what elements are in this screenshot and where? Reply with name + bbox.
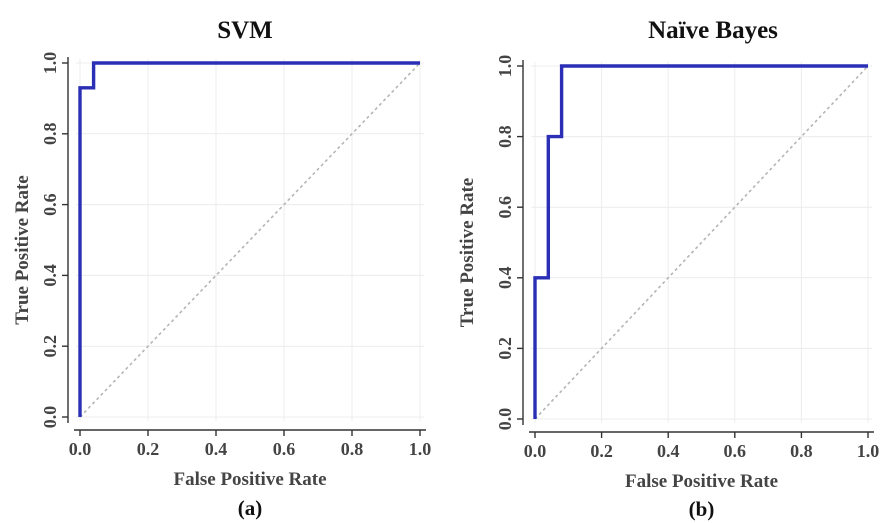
x-tick-label: 0.8: [790, 441, 813, 461]
roc-panel-b: 0.0 0.2 0.4 0.6 0.8 1.0 0.0 0.2 0.4 0.6 0.8 1.0 Naïv…: [457, 17, 879, 521]
x-tick-label: 0.4: [657, 441, 680, 461]
x-tick-label: 0.6: [724, 441, 747, 461]
chart-title: SVM: [217, 17, 273, 44]
x-axis-label: False Positive Rate: [173, 469, 326, 490]
roc-curve-line: [78, 61, 420, 417]
x-axis-label: False Positive Rate: [625, 471, 778, 492]
panel-caption: (a): [238, 496, 263, 520]
x-tick-label: 0.2: [137, 439, 160, 459]
y-axis-label: True Positive Rate: [457, 178, 478, 328]
x-tick-label: 0.4: [205, 439, 228, 459]
x-tick-label: 1.0: [857, 441, 880, 461]
y-tick-label: 0.0: [40, 406, 60, 429]
y-tick-label: 0.4: [495, 267, 515, 290]
x-tick-label: 1.0: [409, 439, 432, 459]
x-tick-label: 0.0: [524, 441, 547, 461]
panel-caption: (b): [689, 497, 715, 521]
y-tick-label: 0.2: [495, 337, 515, 360]
chart-title: Naïve Bayes: [648, 17, 778, 44]
roc-panel-a: 0.0 0.2 0.4 0.6 0.8 1.0 0.0 0.2 0.4 0.6 0.8 1.0 SVM F…: [12, 17, 431, 520]
y-tick-label: 0.8: [40, 123, 60, 146]
y-tick-label: 0.6: [495, 196, 515, 219]
x-tick-label: 0.8: [341, 439, 364, 459]
chance-diagonal-line: [79, 62, 421, 418]
y-tick-label: 0.4: [40, 264, 60, 287]
y-tick-label: 0.6: [40, 193, 60, 216]
y-tick-label: 1.0: [495, 55, 515, 78]
x-tick-label: 0.2: [590, 441, 613, 461]
x-tick-label: 0.0: [69, 439, 92, 459]
y-tick-label: 0.8: [495, 125, 515, 148]
roc-curve-line: [533, 64, 868, 419]
y-tick-label: 1.0: [40, 52, 60, 75]
y-tick-label: 0.0: [495, 408, 515, 431]
y-axis-label: True Positive Rate: [12, 175, 33, 325]
chance-diagonal-line: [534, 65, 869, 420]
y-tick-label: 0.2: [40, 335, 60, 358]
x-tick-label: 0.6: [273, 439, 296, 459]
